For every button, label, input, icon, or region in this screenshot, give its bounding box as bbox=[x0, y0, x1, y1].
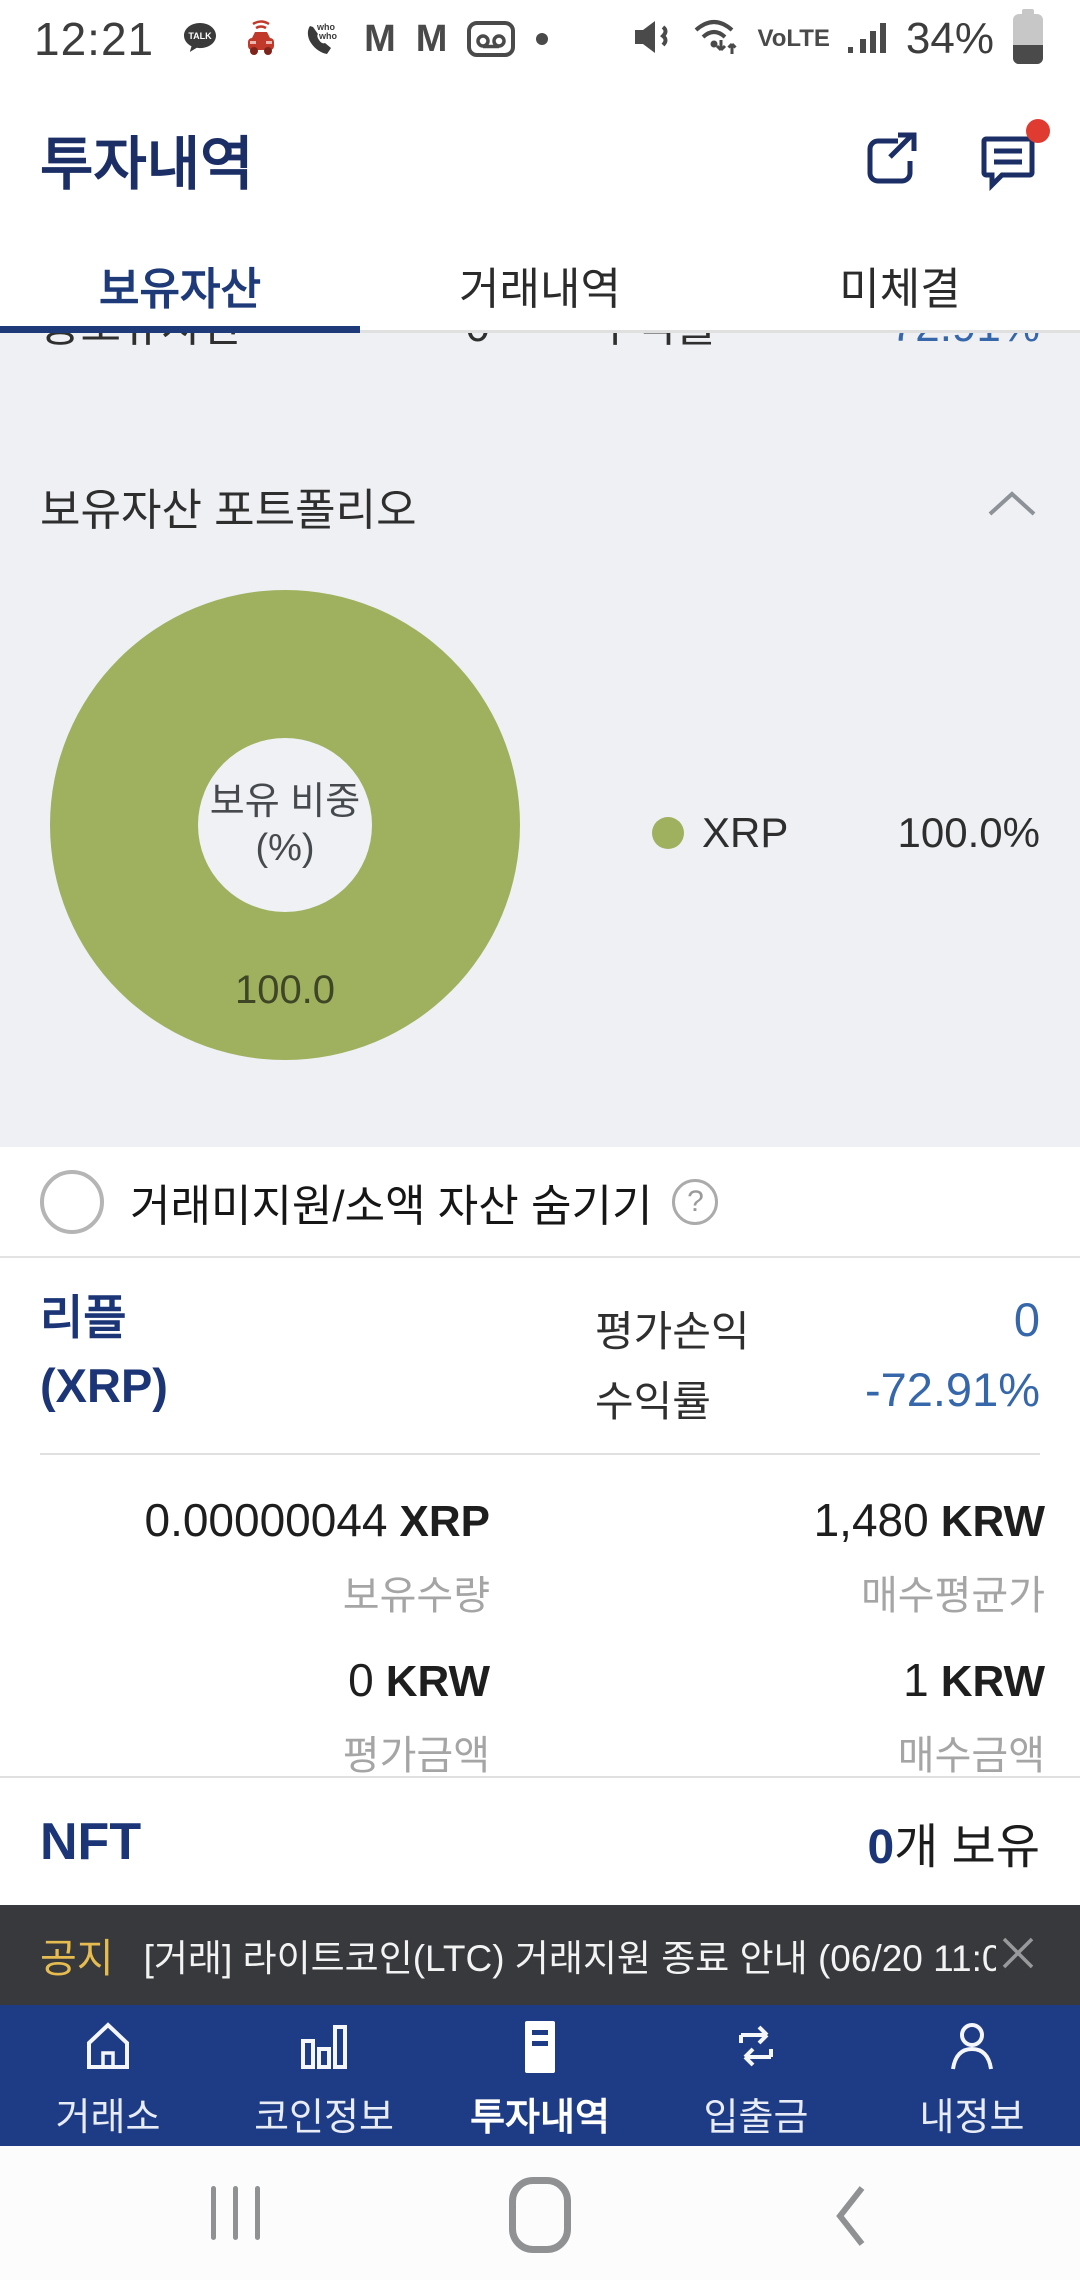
asset-ticker: (XRP) bbox=[40, 1359, 168, 1412]
svg-text:who: who bbox=[318, 31, 337, 41]
hide-assets-label: 거래미지원/소액 자산 숨기기 bbox=[130, 1181, 653, 1231]
app-header: 투자내역 bbox=[0, 78, 1080, 240]
nft-title: NFT bbox=[40, 1812, 142, 1871]
status-bar: 12:21 TALK who who M M bbox=[0, 0, 1080, 78]
tab-bar: 보유자산 거래내역 미체결 bbox=[0, 240, 1080, 333]
help-icon[interactable]: ? bbox=[672, 1178, 719, 1225]
stat-eval-amount: 0 KRW 평가금액 bbox=[342, 1654, 490, 1778]
nav-item-deposit-withdraw[interactable]: 입출금 bbox=[648, 2005, 864, 2146]
battery-icon bbox=[1010, 8, 1046, 70]
summary-name: 총보유자산 bbox=[40, 333, 242, 350]
transfer-arrows-icon bbox=[727, 2016, 785, 2076]
voicemail-icon bbox=[467, 21, 516, 57]
donut-center-label: 보유 비중 (%) bbox=[198, 738, 372, 912]
nft-holding-count: 0개 보유 bbox=[867, 1820, 1040, 1874]
home-icon bbox=[79, 2016, 137, 2076]
summary-value: 0 bbox=[466, 333, 490, 350]
nft-row[interactable]: NFT 0개 보유 bbox=[0, 1778, 1080, 1905]
wifi-icon bbox=[691, 16, 741, 63]
chart-bars-icon bbox=[295, 2016, 353, 2076]
person-icon bbox=[943, 2016, 1001, 2076]
close-icon[interactable] bbox=[996, 1931, 1040, 1980]
legend-dot-xrp bbox=[652, 817, 684, 849]
car-mode-icon bbox=[240, 18, 282, 60]
stat-held-quantity: 0.00000044 XRP 보유수량 bbox=[144, 1494, 490, 1618]
nav-item-exchange[interactable]: 거래소 bbox=[0, 2005, 216, 2146]
signal-strength-icon bbox=[846, 17, 890, 62]
page-title: 투자내역 bbox=[40, 132, 254, 197]
clipped-summary-row[interactable]: 총보유자산 0 수익률 -72.91% bbox=[0, 333, 1080, 362]
portfolio-title: 보유자산 포트폴리오 bbox=[40, 486, 417, 535]
donut-slice-value: 100.0 bbox=[234, 968, 336, 1012]
legend-label: XRP bbox=[702, 809, 789, 856]
bottom-navigation: 거래소 코인정보 투자내역 입출금 내정보 bbox=[0, 2005, 1080, 2146]
mute-vibrate-icon bbox=[633, 17, 675, 62]
messages-button[interactable] bbox=[976, 119, 1050, 191]
svg-text:TALK: TALK bbox=[188, 31, 212, 41]
chevron-up-icon[interactable] bbox=[984, 488, 1040, 525]
android-navigation-bar bbox=[0, 2146, 1080, 2280]
tab-holdings[interactable]: 보유자산 bbox=[0, 240, 360, 333]
chart-legend: XRP 100.0% bbox=[652, 809, 1040, 857]
asset-row-xrp[interactable]: 리플 (XRP) 평가손익 수익률 0 -72.91% bbox=[0, 1258, 1080, 1455]
ledger-icon bbox=[511, 2016, 569, 2076]
asset-stats-grid: 0.00000044 XRP 보유수량 1,480 KRW 매수평균가 0 KRW 평… bbox=[0, 1455, 1080, 1778]
asset-name: 리플 bbox=[40, 1291, 127, 1344]
pl-value: 0 bbox=[1013, 1293, 1040, 1346]
tab-open-orders[interactable]: 미체결 bbox=[839, 265, 961, 314]
share-button[interactable] bbox=[860, 127, 924, 191]
more-notifications-dot-icon bbox=[535, 32, 549, 46]
nav-item-my-info[interactable]: 내정보 bbox=[864, 2005, 1080, 2146]
app-badge-m1: M bbox=[364, 17, 396, 60]
recent-apps-button[interactable] bbox=[211, 2186, 260, 2240]
notice-tag: 공지 bbox=[40, 1937, 114, 1981]
whowho-icon: who who bbox=[302, 18, 344, 60]
nav-item-investment-history[interactable]: 투자내역 bbox=[432, 2005, 648, 2146]
stat-avg-buy-price: 1,480 KRW 매수평균가 bbox=[813, 1494, 1045, 1618]
notification-dot bbox=[1026, 119, 1050, 143]
svg-text:who: who bbox=[316, 22, 335, 32]
divider bbox=[40, 1453, 1040, 1455]
donut-chart: 보유 비중 (%) 100.0 bbox=[50, 590, 520, 1060]
battery-percent: 34% bbox=[905, 14, 994, 63]
ror-label: 수익률 bbox=[595, 1378, 711, 1425]
ror-value: -72.91% bbox=[864, 1363, 1040, 1416]
volte-indicator: VoLTE bbox=[757, 25, 830, 52]
kakaotalk-icon: TALK bbox=[180, 19, 220, 59]
summary-ror-label: 수익률 bbox=[595, 333, 716, 350]
tab-transactions[interactable]: 거래내역 bbox=[459, 265, 621, 314]
back-button[interactable] bbox=[832, 2182, 872, 2255]
legend-percent: 100.0% bbox=[897, 809, 1040, 856]
app-badge-m2: M bbox=[415, 17, 448, 60]
nav-item-coin-info[interactable]: 코인정보 bbox=[216, 2005, 432, 2146]
hide-assets-row: 거래미지원/소액 자산 숨기기 ? bbox=[0, 1147, 1080, 1258]
portfolio-section: 보유자산 포트폴리오 보유 비중 (%) 100.0 XRP 100.0% bbox=[0, 362, 1080, 1147]
stat-buy-amount: 1 KRW 매수금액 bbox=[897, 1654, 1045, 1778]
summary-ror-value: -72.91% bbox=[876, 333, 1040, 350]
notice-banner: 공지 [거래] 라이트코인(LTC) 거래지원 종료 안내 (06/20 11:… bbox=[0, 1905, 1080, 2005]
pl-label: 평가손익 bbox=[595, 1308, 750, 1355]
hide-assets-checkbox[interactable] bbox=[40, 1169, 104, 1234]
home-button[interactable] bbox=[509, 2177, 571, 2253]
notice-text[interactable]: [거래] 라이트코인(LTC) 거래지원 종료 안내 (06/20 11:00) bbox=[143, 1938, 996, 1979]
clock: 12:21 bbox=[34, 13, 155, 65]
